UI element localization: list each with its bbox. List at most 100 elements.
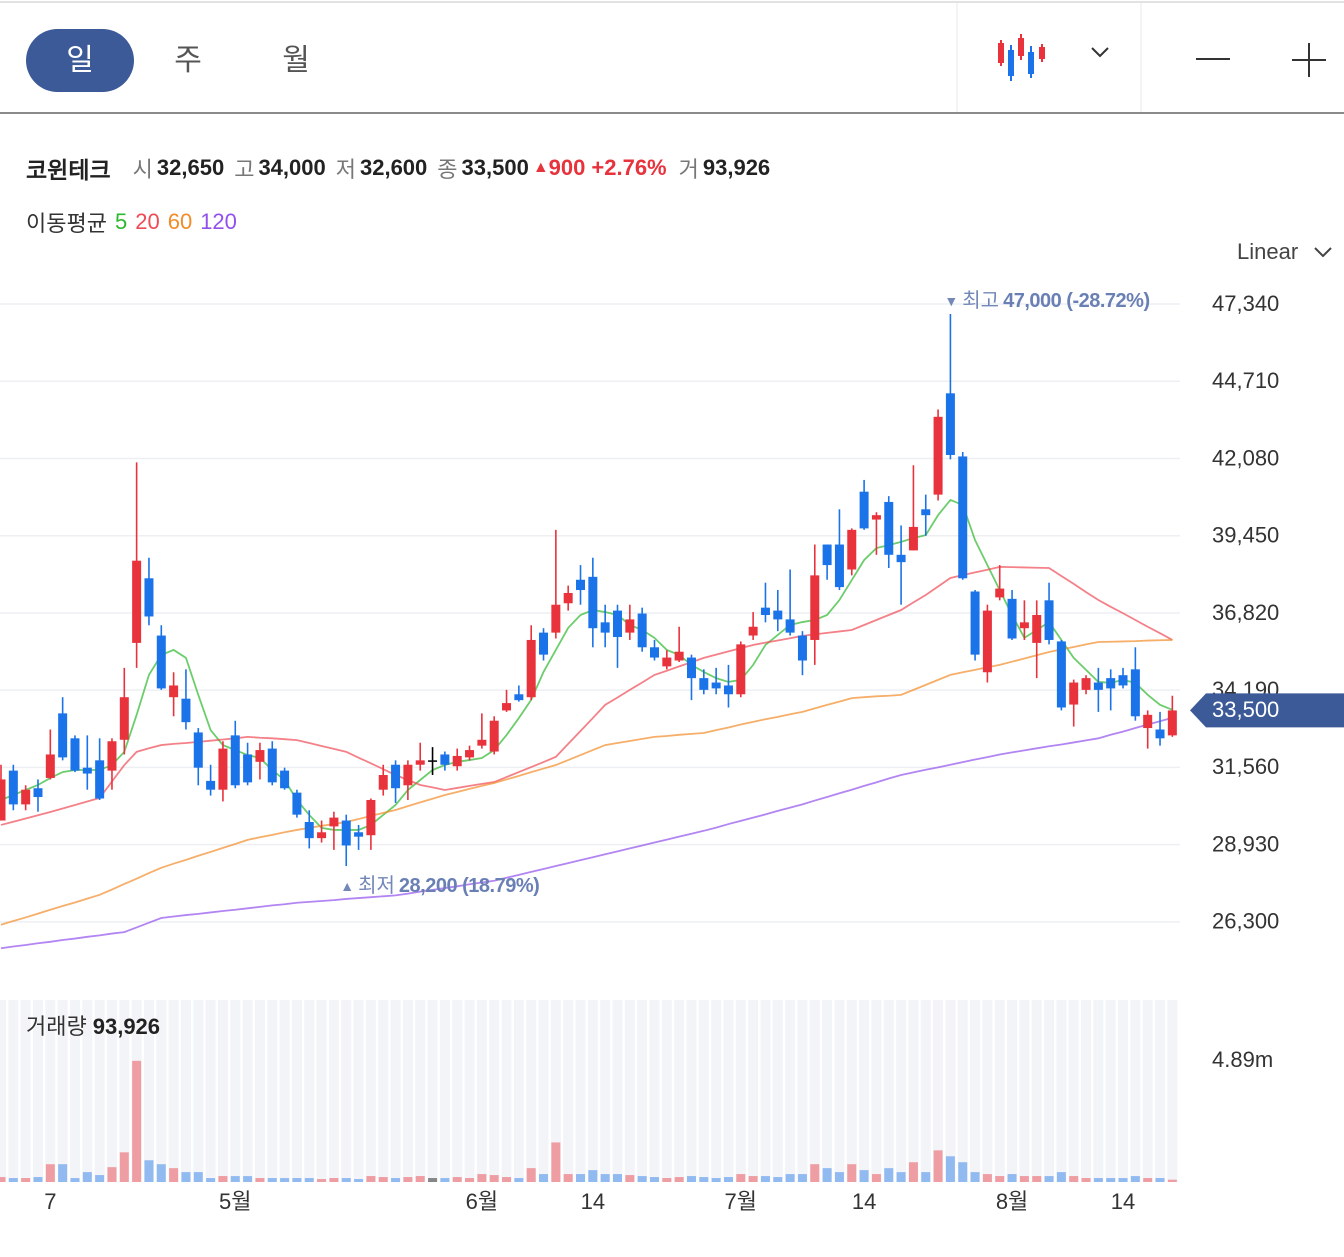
active-tab-bg[interactable] [26, 29, 134, 92]
volume-column [723, 1000, 734, 1182]
scale-select[interactable]: Linear [1237, 239, 1298, 264]
volume-column [291, 1000, 302, 1182]
volume-column [834, 1000, 845, 1182]
volume-title-value: 93,926 [93, 1014, 160, 1039]
volume-bar [477, 1174, 487, 1182]
ma-line [0, 639, 1173, 926]
tab[interactable]: 월 [282, 44, 310, 77]
candle-body [649, 647, 659, 658]
volume-bar [921, 1172, 931, 1182]
volume-column [883, 1000, 894, 1182]
candle-body [267, 748, 277, 783]
volume-column [242, 1000, 253, 1182]
volume-column [945, 1000, 956, 1182]
volume-tick-label: 4.89m [1212, 1047, 1273, 1072]
volume-column [797, 1000, 808, 1182]
volume-column [649, 1000, 660, 1182]
volume-bar [181, 1172, 191, 1182]
volume-bar [637, 1176, 647, 1182]
candle-body [329, 817, 339, 827]
ma-line [0, 716, 1173, 950]
volume-column [464, 1000, 475, 1182]
volume-bar [723, 1177, 733, 1182]
volume-bar [132, 1060, 142, 1182]
volume-bar [107, 1167, 117, 1182]
candle-body [785, 619, 795, 633]
volume-column [575, 1000, 586, 1182]
candle-body [107, 741, 117, 771]
dropdown-chevron[interactable] [1091, 47, 1109, 58]
candle-body [1167, 710, 1177, 736]
candle-body [760, 607, 770, 615]
candle-body [711, 682, 721, 689]
volume-bar [156, 1164, 166, 1182]
candle-body [465, 750, 475, 758]
volume-column [439, 1000, 450, 1182]
volume-bar [70, 1178, 80, 1182]
volume-column [859, 1000, 870, 1182]
volume-column [180, 1000, 191, 1182]
volume-bar [1081, 1178, 1091, 1182]
candle-body [181, 698, 191, 723]
y-tick-label: 39,450 [1212, 523, 1279, 548]
ma-legend-item: 20 [135, 209, 160, 234]
volume-bar [625, 1175, 635, 1182]
candle-body [1106, 678, 1116, 689]
volume-column [8, 1000, 19, 1182]
annotation-value: 28,200 (18.79%) [399, 875, 539, 897]
candle-body [193, 732, 203, 768]
info-value: 32,600 [359, 155, 428, 180]
icon-body [1039, 47, 1045, 59]
tab[interactable]: 일 [66, 44, 94, 77]
candle-body [366, 799, 376, 836]
volume-column [822, 1000, 833, 1182]
candle-body [1069, 682, 1079, 705]
stock-info: 코윈테크 시 32,650 고 34,000 저 32,600 종 33,500 ▲ 90… [26, 152, 780, 184]
icon-body [1018, 38, 1024, 56]
volume-column [896, 1000, 907, 1182]
volume-bar [193, 1172, 203, 1182]
volume-bar [292, 1178, 302, 1182]
y-tick-label: 28,930 [1212, 831, 1279, 856]
candle-body [230, 735, 240, 786]
candle-body [699, 678, 709, 690]
icon-body [1028, 52, 1034, 74]
volume-bar [859, 1170, 869, 1182]
volume-bar [329, 1178, 339, 1182]
volume-column [230, 1000, 241, 1182]
candle-body [588, 576, 598, 629]
volume-bar [452, 1177, 462, 1182]
volume-bar [82, 1172, 92, 1182]
volume-column [254, 1000, 265, 1182]
volume-bar [995, 1176, 1005, 1182]
scale-chevron[interactable] [1314, 247, 1332, 258]
x-tick-label: 7월 [725, 1189, 757, 1214]
volume-column [452, 1000, 463, 1182]
volume-bar [711, 1178, 721, 1182]
volume-column [168, 1000, 179, 1182]
volume-column [600, 1000, 611, 1182]
volume-bar [945, 1156, 955, 1182]
candle-body [45, 754, 55, 778]
volume-column [1118, 1000, 1129, 1182]
candle-body [810, 575, 820, 640]
volume-bar [1143, 1178, 1153, 1182]
volume-bar [847, 1164, 857, 1182]
candle-body [489, 720, 499, 752]
tab[interactable]: 주 [174, 44, 202, 77]
candle-body [70, 738, 80, 771]
ma-line [0, 498, 1173, 831]
annotation-marker: ▲ [340, 878, 354, 894]
volume-bar [674, 1177, 684, 1182]
volume-bar [1069, 1176, 1079, 1182]
chart-type-icon[interactable] [998, 34, 1045, 81]
candle-body [674, 651, 684, 661]
volume-column [982, 1000, 993, 1182]
volume-column [402, 1000, 413, 1182]
candle-body [576, 579, 586, 591]
volume-column [501, 1000, 512, 1182]
volume-column [785, 1000, 796, 1182]
volume-bar [551, 1142, 561, 1182]
candle-body [428, 760, 438, 762]
